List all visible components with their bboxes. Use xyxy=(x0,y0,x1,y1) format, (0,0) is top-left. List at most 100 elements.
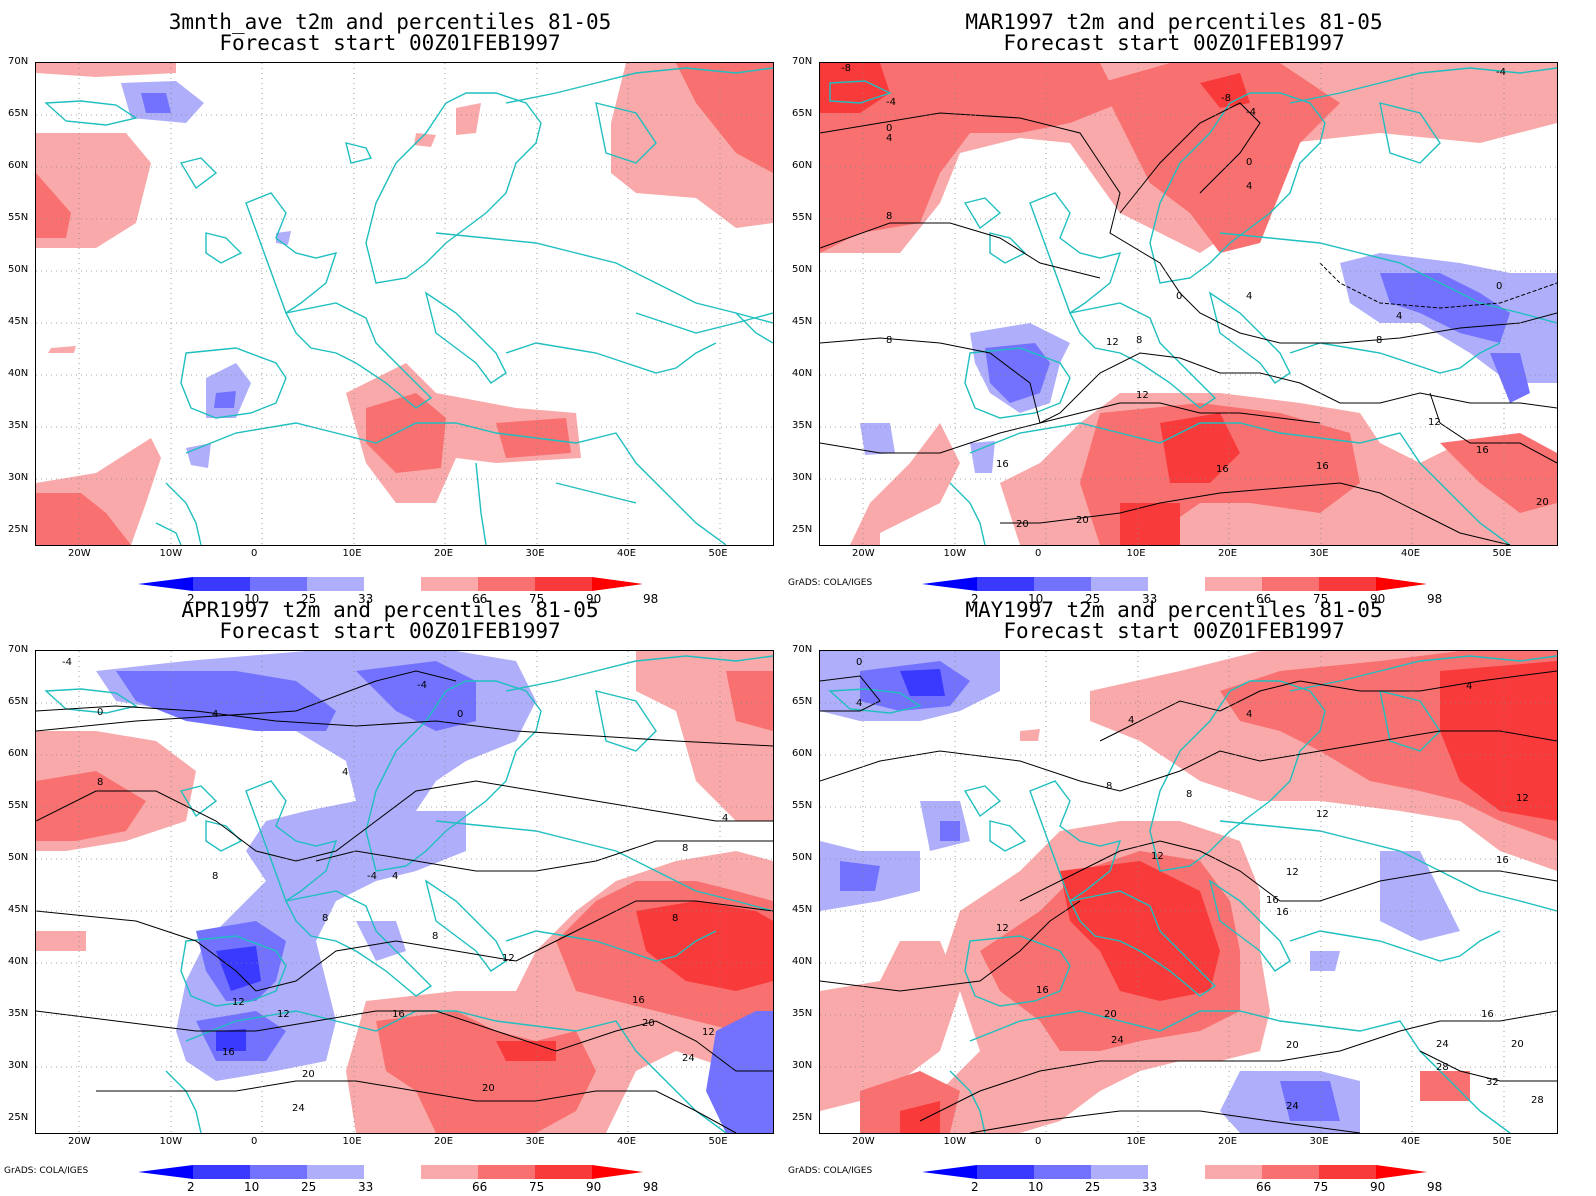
warm-region xyxy=(820,63,890,113)
colorbar-segment xyxy=(1205,577,1262,591)
latitude-label: 65N xyxy=(8,696,29,707)
contour-label: 20 xyxy=(482,1083,495,1094)
longitude-label: 0 xyxy=(251,548,258,559)
panel-title-line2: Forecast start 00Z01FEB1997 xyxy=(219,31,561,55)
latitude-label: 70N xyxy=(8,644,29,655)
colorbar-label: 2 xyxy=(187,1180,195,1194)
contour-label: 8 xyxy=(886,211,892,222)
warm-region xyxy=(1420,1071,1470,1101)
cold-region xyxy=(900,669,945,696)
colorbar-label: 2 xyxy=(187,592,195,606)
panel-title-line1: APR1997 t2m and percentiles 81-05 xyxy=(181,598,599,622)
colorbar-label: 10 xyxy=(1028,592,1044,606)
contour-label: -8 xyxy=(1221,93,1231,104)
warm-region xyxy=(900,1101,940,1133)
colorbar-segment xyxy=(535,577,592,591)
temperature-contours xyxy=(820,102,1557,545)
colorbar-segment xyxy=(421,577,478,591)
contour-label: 8 xyxy=(682,843,688,854)
contour-label: 12 xyxy=(702,1027,715,1038)
longitude-label: 0 xyxy=(1035,1136,1042,1147)
longitude-label: 0 xyxy=(251,1136,258,1147)
colorbar-segment xyxy=(364,577,421,591)
longitude-label: 10E xyxy=(1126,1136,1146,1147)
contour-label: 20 xyxy=(1286,1040,1299,1051)
colorbar-segment xyxy=(421,1165,478,1179)
contour-label: 12 xyxy=(1286,867,1299,878)
colorbar-label: 98 xyxy=(643,592,659,606)
colorbar-segment xyxy=(1148,577,1205,591)
colorbar-label: 98 xyxy=(1427,1180,1443,1194)
colorbar-segment xyxy=(478,1165,535,1179)
contour-label: 16 xyxy=(1481,1009,1494,1020)
colorbar-label: 25 xyxy=(1085,1180,1101,1194)
gridlines xyxy=(36,651,773,1133)
cold-region xyxy=(356,921,406,961)
colorbar-segment xyxy=(592,577,643,591)
colorbar-segment xyxy=(535,1165,592,1179)
contour-label: 12 xyxy=(1316,809,1329,820)
percentile-shading xyxy=(36,651,773,1133)
contour-label: 4 xyxy=(856,698,862,709)
contour-label: 16 xyxy=(1496,855,1509,866)
contour-label: 20 xyxy=(1536,497,1549,508)
contour-label: 0 xyxy=(1246,157,1252,168)
warm-region xyxy=(456,103,481,135)
contour-label: 12 xyxy=(232,997,245,1008)
latitude-label: 65N xyxy=(792,696,813,707)
colorbar-label: 33 xyxy=(1142,1180,1158,1194)
longitude-label: 40E xyxy=(1401,1136,1421,1147)
latitude-label: 45N xyxy=(792,316,813,327)
colorbar-label: 33 xyxy=(358,1180,374,1194)
colorbar-label: 2 xyxy=(971,1180,979,1194)
latitude-label: 70N xyxy=(792,644,813,655)
cold-region xyxy=(1310,951,1340,971)
colorbar-label: 25 xyxy=(301,592,317,606)
colorbar-label: 75 xyxy=(1313,592,1329,606)
colorbar-label: 33 xyxy=(1142,592,1158,606)
colorbar-label: 98 xyxy=(643,1180,659,1194)
panel-title-line1: MAR1997 t2m and percentiles 81-05 xyxy=(965,10,1383,34)
grads-credit: GrADS: COLA/IGES xyxy=(788,578,873,588)
latitude-label: 30N xyxy=(8,472,29,483)
colorbar-svg xyxy=(922,577,1427,591)
contour-label: -8 xyxy=(841,63,851,74)
map-shading: -4 4 0 -4 0 4 8 4 -4 8 8 8 12 12 12 16 16 20 20 24 16 20 12 24 8… xyxy=(36,651,773,1133)
warm-region xyxy=(820,63,1120,253)
latitude-label: 25N xyxy=(792,1112,813,1123)
colorbar-segment xyxy=(307,577,364,591)
contour-label: 24 xyxy=(1111,1035,1124,1046)
contour-label: 0 xyxy=(457,709,463,720)
colorbar-label: 90 xyxy=(586,1180,602,1194)
longitude-label: 30E xyxy=(1309,548,1329,559)
colorbar-segment xyxy=(977,1165,1034,1179)
cold-region xyxy=(970,441,995,473)
map-area: -4 4 0 -4 0 4 8 4 -4 8 8 8 12 12 12 16 16 20 20 24 16 20 12 24 8… xyxy=(35,650,774,1134)
cold-region xyxy=(860,423,895,455)
gridlines xyxy=(820,651,1557,1133)
longitude-label: 30E xyxy=(1309,1136,1329,1147)
contour-label: -4 xyxy=(417,680,427,691)
colorbar xyxy=(138,576,670,591)
colorbar-segment xyxy=(478,577,535,591)
cold-region xyxy=(1280,1081,1340,1121)
contour-label: 4 xyxy=(1246,181,1252,192)
contour-label: -4 xyxy=(886,97,896,108)
contour-label: 28 xyxy=(1531,1095,1544,1106)
longitude-label: 20E xyxy=(1218,1136,1238,1147)
colorbar-label: 90 xyxy=(586,592,602,606)
contour-label: 24 xyxy=(682,1053,695,1064)
warm-region xyxy=(48,346,76,353)
longitude-label: 10W xyxy=(159,1136,183,1147)
temperature-contours xyxy=(820,670,1557,1133)
colorbar-label: 33 xyxy=(358,592,374,606)
colorbar xyxy=(138,1164,670,1179)
longitude-label: 40E xyxy=(617,1136,637,1147)
coastlines xyxy=(829,67,1557,545)
longitude-label: 20E xyxy=(1218,548,1238,559)
colorbar-label: 75 xyxy=(529,592,545,606)
contour-label: 16 xyxy=(632,995,645,1006)
cold-region xyxy=(216,1029,246,1051)
